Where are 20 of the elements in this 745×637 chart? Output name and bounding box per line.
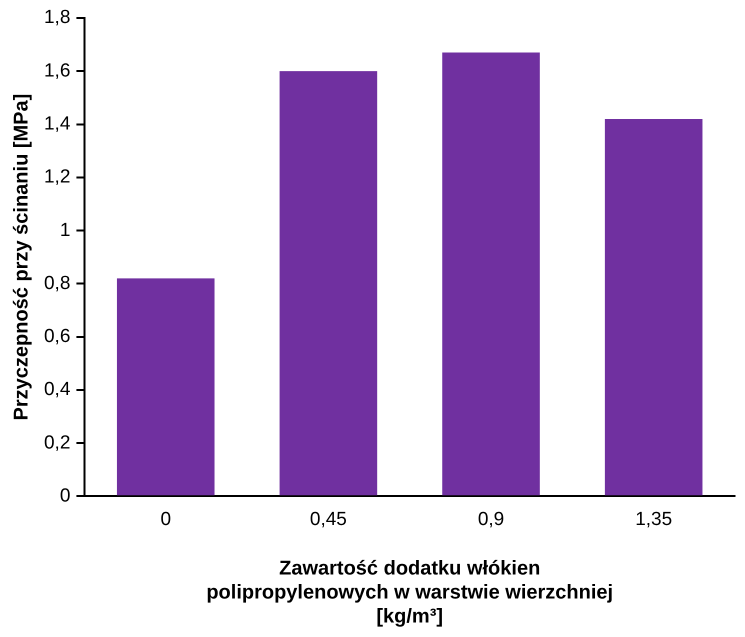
- y-tick-label: 0: [60, 485, 70, 506]
- y-tick-label: 1,8: [44, 7, 70, 28]
- y-tick-label: 0,2: [44, 432, 70, 454]
- y-tick-label: 0,8: [44, 272, 70, 294]
- bar: [280, 71, 378, 496]
- x-tick-label: 0,45: [310, 508, 347, 530]
- y-tick-label: 0,4: [44, 379, 71, 400]
- bar: [604, 118, 702, 496]
- bar: [442, 52, 540, 496]
- y-tick-label: 1,4: [44, 114, 71, 134]
- y-tick-label: 1,6: [44, 60, 70, 82]
- bar: [116, 278, 215, 496]
- y-tick-label: 1: [60, 220, 70, 241]
- y-tick-label: 0,6: [44, 326, 70, 348]
- x-axis-title: Zawartość dodatku włókien polipropylenowych w warstwie wierzchniej [kg/m³]: [206, 558, 614, 628]
- x-tick-label: 1,35: [635, 508, 672, 530]
- y-tick-label: 1,2: [44, 166, 70, 188]
- y-axis-title: Przyczepność przy ścinaniu [MPa]: [10, 94, 33, 420]
- x-tick-label: 0: [160, 508, 172, 530]
- x-tick-label: 0,9: [478, 508, 504, 530]
